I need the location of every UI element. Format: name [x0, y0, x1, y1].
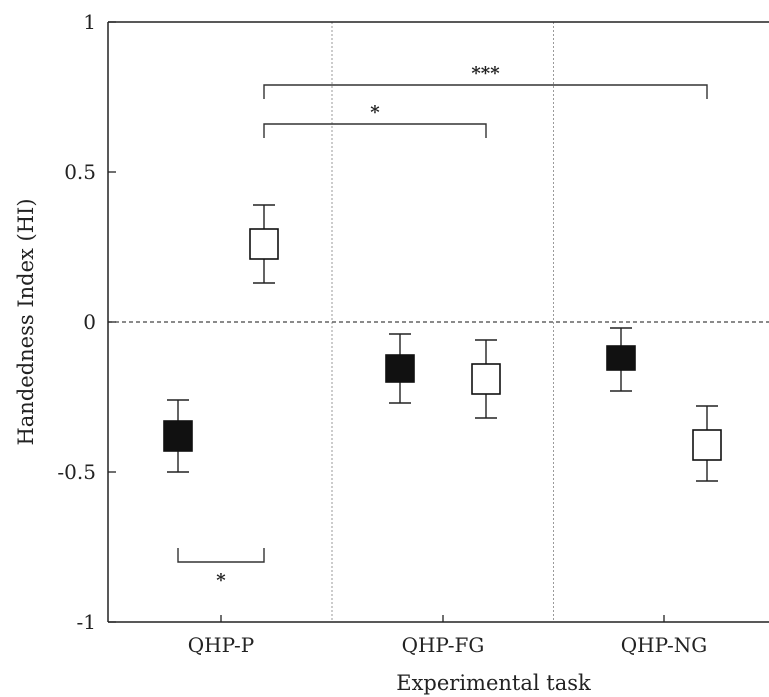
data-box-s2-qhp-fg: [471, 363, 501, 395]
significance-label-3: *: [216, 570, 226, 591]
significance-bracket-2: [263, 123, 487, 138]
significance-bracket-3: [177, 548, 265, 563]
x-tick-label-0: QHP-P: [188, 633, 254, 657]
y-tick-label-0: 1: [83, 10, 96, 34]
x-axis-title: Experimental task: [396, 671, 591, 695]
y-tick-label-2: 0: [83, 310, 96, 334]
data-box-s1-qhp-p: [163, 420, 193, 452]
significance-label-1: ***: [471, 63, 500, 84]
x-tick-label-2: QHP-NG: [621, 633, 707, 657]
y-tick-label-4: -1: [77, 610, 96, 634]
significance-bracket-1: [263, 84, 708, 99]
y-axis-title: Handedness Index (HI): [14, 198, 38, 445]
x-tick-label-1: QHP-FG: [402, 633, 485, 657]
y-tick-label-3: -0.5: [57, 460, 96, 484]
y-tick-label-1: 0.5: [64, 160, 96, 184]
data-box-s2-qhp-ng: [692, 429, 722, 461]
data-box-s1-qhp-fg: [385, 354, 415, 383]
data-box-s2-qhp-p: [249, 228, 279, 260]
significance-label-2: *: [370, 102, 380, 123]
data-box-s1-qhp-ng: [606, 345, 636, 371]
